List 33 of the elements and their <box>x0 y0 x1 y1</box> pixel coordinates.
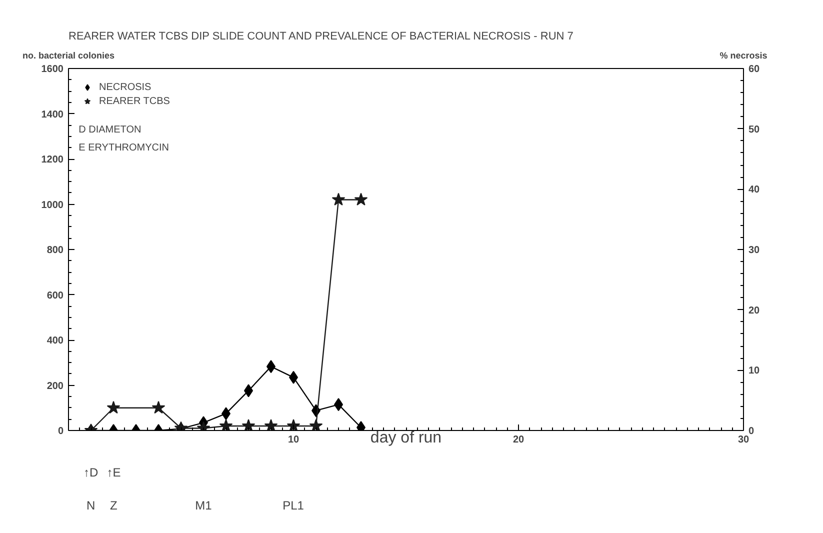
y2-tick-label: 0 <box>748 426 754 437</box>
text: M1 <box>195 498 212 512</box>
y2-tick-label: 60 <box>748 64 760 75</box>
y-tick-label: 0 <box>58 426 64 437</box>
legend-label: REARER TCBS <box>99 94 170 108</box>
y2-tick-label: 10 <box>748 366 760 377</box>
y2-tick-label: 40 <box>748 184 760 196</box>
annotation: E ERYTHROMYCIN <box>78 142 170 154</box>
y-tick-label: 200 <box>46 380 64 392</box>
y2-axis-title: % necrosis <box>720 50 768 60</box>
y-axis-title: no. bacterial colonies <box>22 50 115 60</box>
y-tick-label: 1200 <box>41 154 64 166</box>
text: N <box>86 498 96 512</box>
y2-tick-label: 20 <box>748 305 760 316</box>
x-tick-label: 20 <box>512 434 524 446</box>
text: PL1 <box>282 498 304 512</box>
text: ↑D <box>83 466 98 480</box>
text: Z <box>110 498 118 512</box>
text: ↑E <box>106 466 121 480</box>
y-tick-label: 400 <box>46 336 64 346</box>
annotation: D DIAMETON <box>78 124 142 136</box>
y-tick-label: 1600 <box>41 64 64 75</box>
y-tick-label: 600 <box>46 290 64 302</box>
y2-tick-label: 30 <box>748 245 760 256</box>
legend-label: NECROSIS <box>99 80 152 94</box>
x-axis-title: day of run <box>370 430 442 446</box>
x-tick-label: 30 <box>738 434 750 446</box>
chart-title: REARER WATER TCBS DIP SLIDE COUNT AND PREVALENCE OF BACTERIAL NECROSIS - RUN 7 <box>68 30 574 42</box>
y-tick-label: 800 <box>46 245 64 256</box>
y-tick-label: 1400 <box>41 109 64 120</box>
y2-tick-label: 50 <box>748 124 760 136</box>
x-tick-label: 10 <box>288 434 300 446</box>
y-tick-label: 1000 <box>41 200 64 211</box>
